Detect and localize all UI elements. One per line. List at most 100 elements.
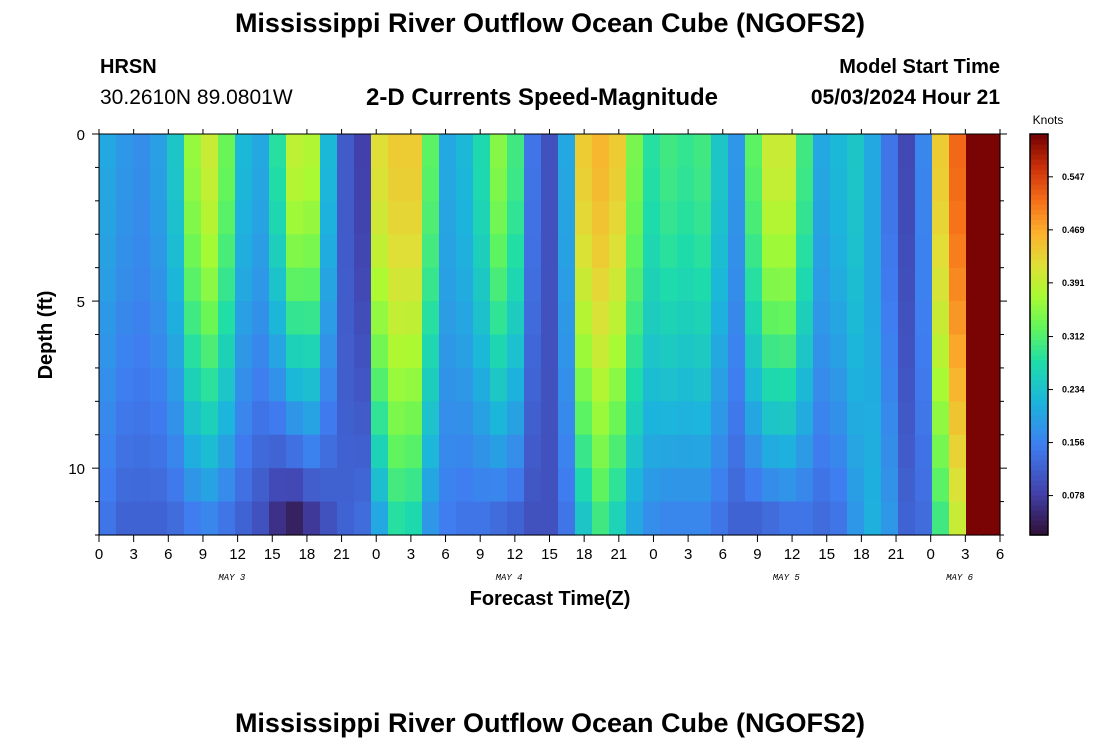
heatmap-cell xyxy=(881,301,899,336)
heatmap-cell xyxy=(728,200,746,235)
y-tick-label: 10 xyxy=(68,461,85,478)
heatmap-cell xyxy=(711,301,729,336)
heatmap-cell xyxy=(864,367,882,402)
heatmap-cell xyxy=(320,501,338,536)
heatmap-cell xyxy=(473,134,491,169)
heatmap-cell xyxy=(490,267,508,302)
x-tick-label: 21 xyxy=(610,546,627,563)
heatmap-cell xyxy=(813,334,831,369)
x-tick-label: 0 xyxy=(95,546,103,563)
heatmap-cell xyxy=(133,501,151,536)
heatmap-cell xyxy=(575,167,593,202)
heatmap-cell xyxy=(235,234,253,269)
heatmap-cell xyxy=(643,234,661,269)
heatmap-cell xyxy=(507,401,525,436)
heatmap-cell xyxy=(864,167,882,202)
heatmap-cell xyxy=(813,267,831,302)
heatmap-cell xyxy=(133,200,151,235)
heatmap-cell xyxy=(116,234,134,269)
heatmap-cell xyxy=(201,434,219,469)
heatmap-cell xyxy=(728,301,746,336)
heatmap-cell xyxy=(813,401,831,436)
colorbar-segment xyxy=(1030,434,1048,441)
heatmap-cell xyxy=(473,301,491,336)
heatmap-cell xyxy=(354,234,372,269)
heatmap-cell xyxy=(235,334,253,369)
colorbar-segment xyxy=(1030,134,1048,140)
colorbar-segment xyxy=(1030,444,1048,451)
heatmap-cell xyxy=(813,301,831,336)
heatmap-cell xyxy=(660,334,678,369)
heatmap-cell xyxy=(898,401,916,436)
heatmap-cell xyxy=(711,167,729,202)
heatmap-cell xyxy=(286,468,304,503)
heatmap-cell xyxy=(643,401,661,436)
heatmap-cell xyxy=(422,234,440,269)
heatmap-cell xyxy=(915,367,933,402)
colorbar-segment xyxy=(1030,214,1048,220)
x-tick-label: 18 xyxy=(853,546,870,563)
heatmap-cell xyxy=(116,334,134,369)
heatmap-cell xyxy=(966,200,984,235)
colorbar-segment xyxy=(1030,399,1048,406)
heatmap-cell xyxy=(320,401,338,436)
heatmap-cell xyxy=(456,301,474,336)
heatmap-cell xyxy=(337,434,355,469)
heatmap-cell xyxy=(456,167,474,202)
heatmap-cell xyxy=(949,334,967,369)
heatmap-cell xyxy=(881,134,899,169)
heatmap-cell xyxy=(456,134,474,169)
heatmap-cell xyxy=(847,501,865,536)
heatmap-cell xyxy=(116,134,134,169)
heatmap-cell xyxy=(541,367,559,402)
heatmap-cell xyxy=(881,367,899,402)
heatmap-cell xyxy=(507,134,525,169)
colorbar-tick-label: 0.312 xyxy=(1062,332,1085,342)
heatmap-cell xyxy=(796,434,814,469)
heatmap-cell xyxy=(847,167,865,202)
heatmap-cell xyxy=(626,334,644,369)
heatmap-cell xyxy=(813,434,831,469)
heatmap-cell xyxy=(150,334,168,369)
heatmap-cell xyxy=(218,134,236,169)
heatmap-cell xyxy=(371,301,389,336)
heatmap-cell xyxy=(745,200,763,235)
y-tick-label: 0 xyxy=(77,127,85,144)
heatmap-cell xyxy=(439,200,457,235)
heatmap-cell xyxy=(575,468,593,503)
heatmap-cell xyxy=(558,134,576,169)
heatmap-cell xyxy=(609,501,627,536)
heatmap-cell xyxy=(983,267,1001,302)
heatmap-cell xyxy=(337,234,355,269)
heatmap-cell xyxy=(524,234,542,269)
heatmap-cell xyxy=(881,167,899,202)
heatmap-cell xyxy=(507,234,525,269)
heatmap-cell xyxy=(456,367,474,402)
colorbar-segment xyxy=(1030,159,1048,165)
colorbar-segment xyxy=(1030,184,1048,190)
colorbar-segment xyxy=(1030,484,1048,491)
chart-subtitle: 2-D Currents Speed-Magnitude xyxy=(366,84,719,111)
heatmap-cell xyxy=(252,434,270,469)
colorbar-segment xyxy=(1030,449,1048,456)
heatmap-cell xyxy=(728,501,746,536)
heatmap-cell xyxy=(796,167,814,202)
heatmap-cell xyxy=(983,434,1001,469)
heatmap-cell xyxy=(592,167,610,202)
heatmap-cell xyxy=(558,434,576,469)
colorbar-segment xyxy=(1030,464,1048,471)
heatmap-cell xyxy=(303,434,321,469)
heatmap-cell xyxy=(677,334,695,369)
heatmap-cell xyxy=(252,301,270,336)
heatmap-cell xyxy=(422,134,440,169)
heatmap-cell xyxy=(405,200,423,235)
heatmap-cell xyxy=(779,501,797,536)
heatmap-cell xyxy=(728,334,746,369)
colorbar-segment xyxy=(1030,189,1048,195)
colorbar-segment xyxy=(1030,279,1048,285)
heatmap-cell xyxy=(439,501,457,536)
x-tick-label: 18 xyxy=(299,546,316,563)
heatmap-cell xyxy=(575,134,593,169)
heatmap-cell xyxy=(711,334,729,369)
heatmap-cell xyxy=(626,134,644,169)
